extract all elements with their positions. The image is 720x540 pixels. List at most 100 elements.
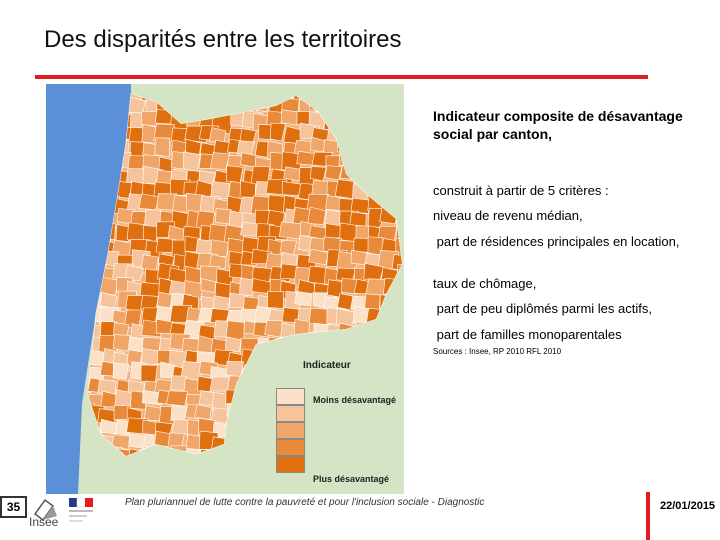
slide-title: Des disparités entre les territoires bbox=[44, 26, 402, 53]
canton-cell bbox=[310, 166, 327, 182]
canton-cell bbox=[138, 193, 160, 211]
canton-cell bbox=[265, 477, 285, 494]
canton-cell bbox=[140, 461, 157, 479]
canton-cell bbox=[144, 447, 166, 456]
canton-cell bbox=[324, 492, 345, 494]
canton-cell bbox=[294, 291, 313, 307]
canton-cell bbox=[194, 404, 212, 420]
canton-cell bbox=[350, 197, 372, 214]
footer-caption: Plan pluriannuel de lutte contre la pauv… bbox=[125, 497, 485, 508]
canton-cell bbox=[365, 278, 386, 297]
canton-cell bbox=[141, 348, 160, 366]
canton-cell bbox=[396, 263, 402, 282]
canton-cell bbox=[350, 490, 369, 494]
canton-cell bbox=[337, 293, 355, 311]
canton-cell bbox=[310, 420, 327, 439]
canton-cell bbox=[183, 476, 203, 493]
canton-cell bbox=[254, 394, 272, 410]
canton-cell bbox=[395, 128, 402, 145]
canton-cell bbox=[117, 462, 135, 481]
insee-brand: Insee bbox=[29, 515, 59, 529]
canton-cell bbox=[141, 491, 159, 494]
canton-cell bbox=[128, 433, 148, 449]
canton-cell bbox=[89, 490, 106, 494]
canton-cell bbox=[282, 366, 299, 383]
canton-cell bbox=[255, 360, 275, 378]
source-note: Sources : Insee, RP 2010 RFL 2010 bbox=[433, 347, 562, 356]
criterion-5: part de familles monoparentales bbox=[433, 327, 622, 342]
canton-cell bbox=[270, 94, 288, 100]
canton-cell bbox=[384, 141, 402, 158]
title-underline bbox=[35, 75, 648, 79]
canton-cell bbox=[241, 432, 259, 449]
canton-cell bbox=[380, 348, 401, 367]
canton-cell bbox=[382, 375, 402, 392]
legend-title: Indicateur bbox=[303, 360, 351, 371]
canton-cell bbox=[256, 419, 277, 438]
canton-cell bbox=[244, 477, 262, 494]
canton-cell bbox=[239, 277, 256, 297]
canton-cell bbox=[380, 99, 398, 119]
canton-cell bbox=[197, 490, 219, 494]
canton-cell bbox=[397, 98, 402, 115]
canton-cell bbox=[87, 463, 105, 483]
canton-cell bbox=[392, 479, 404, 494]
canton-cell bbox=[155, 460, 171, 475]
canton-cell bbox=[382, 125, 399, 144]
canton-cell bbox=[185, 462, 202, 477]
canton-cell bbox=[394, 352, 402, 372]
canton-cell bbox=[264, 320, 284, 338]
canton-cell bbox=[337, 94, 355, 103]
canton-cell bbox=[324, 223, 342, 239]
canton-cell bbox=[351, 447, 369, 456]
canton-cell bbox=[353, 405, 377, 426]
canton-cell bbox=[394, 333, 402, 349]
criterion-2: part de résidences principales en locati… bbox=[433, 234, 680, 249]
canton-cell bbox=[338, 405, 358, 425]
indicator-heading: Indicateur composite de désavantage soci… bbox=[433, 108, 683, 142]
canton-cell bbox=[378, 362, 396, 383]
canton-cell bbox=[353, 336, 376, 353]
canton-cell bbox=[212, 450, 228, 456]
canton-cell bbox=[351, 153, 368, 172]
canton-cell bbox=[210, 239, 229, 257]
canton-cell bbox=[320, 99, 342, 119]
canton-cell bbox=[225, 492, 242, 494]
canton-cell bbox=[393, 492, 404, 494]
canton-cell bbox=[393, 320, 402, 338]
canton-cell bbox=[169, 96, 189, 113]
canton-cell bbox=[253, 374, 274, 392]
canton-cell bbox=[335, 308, 356, 326]
legend-class-3 bbox=[276, 422, 305, 439]
canton-cell bbox=[257, 461, 276, 481]
canton-cell bbox=[321, 377, 339, 396]
canton-cell bbox=[157, 487, 179, 494]
canton-cell bbox=[366, 170, 386, 191]
canton-cell bbox=[228, 464, 245, 481]
canton-cell bbox=[365, 94, 384, 101]
legend-high-label: Plus désavantagé bbox=[313, 474, 390, 484]
canton-cell bbox=[101, 445, 123, 456]
canton-cell bbox=[216, 464, 234, 484]
canton-cell bbox=[309, 94, 330, 112]
canton-cell bbox=[281, 479, 301, 494]
canton-cell bbox=[338, 151, 358, 168]
canton-cell bbox=[280, 109, 299, 126]
canton-cell bbox=[200, 462, 221, 482]
canton-cell bbox=[390, 419, 402, 439]
canton-cell bbox=[334, 179, 355, 199]
canton-cell bbox=[380, 446, 401, 456]
canton-cell bbox=[128, 478, 146, 494]
canton-cell bbox=[370, 322, 386, 340]
canton-cell bbox=[381, 418, 402, 437]
insee-logo-icon bbox=[33, 498, 57, 522]
canton-cell bbox=[256, 477, 273, 493]
canton-cell bbox=[280, 352, 300, 370]
canton-cell bbox=[112, 334, 131, 352]
canton-cell bbox=[381, 488, 404, 494]
canton-cell bbox=[126, 492, 147, 494]
canton-cell bbox=[326, 404, 347, 421]
canton-cell bbox=[383, 277, 402, 296]
canton-cell bbox=[293, 319, 310, 340]
canton-cell bbox=[296, 335, 317, 355]
